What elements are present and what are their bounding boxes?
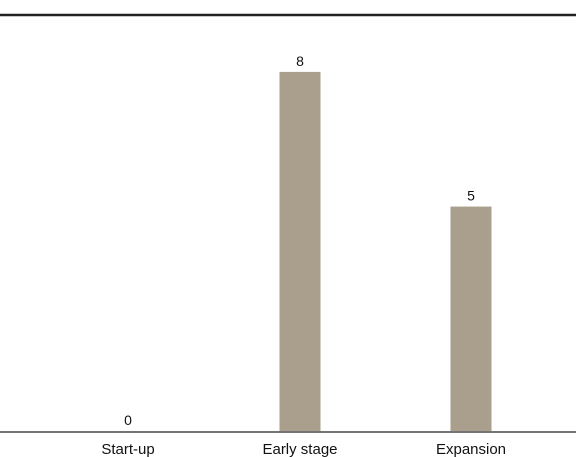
x-tick-label-expansion: Expansion: [436, 441, 506, 457]
bar-early-stage: [279, 71, 321, 431]
x-tick-labels-layer: Start-up Early stage Expansion: [101, 441, 506, 457]
data-label-early-stage: 8: [296, 53, 304, 69]
data-label-start-up: 0: [124, 412, 132, 428]
data-label-expansion: 5: [467, 188, 475, 204]
data-labels-layer: 0 8 5: [124, 53, 475, 428]
bars-layer: [279, 71, 492, 431]
x-tick-label-early-stage: Early stage: [262, 441, 337, 457]
x-tick-label-start-up: Start-up: [101, 441, 154, 457]
bar-expansion: [450, 206, 492, 431]
